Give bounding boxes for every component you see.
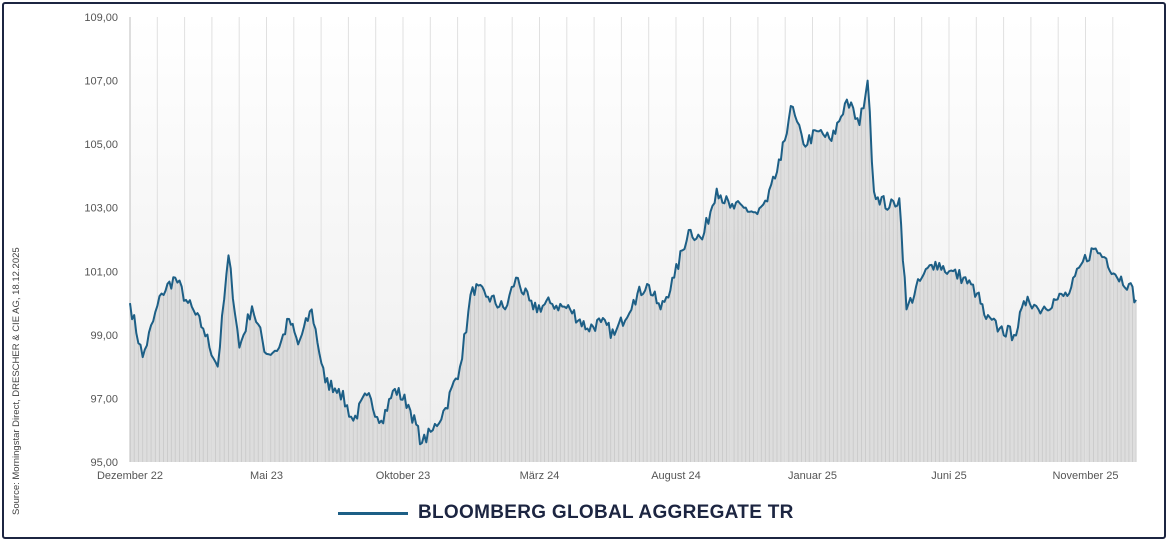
x-tick-label: Oktober 23 bbox=[376, 470, 430, 482]
y-tick-label: 109,00 bbox=[84, 12, 118, 24]
x-tick-label: Mai 23 bbox=[250, 470, 283, 482]
y-tick-label: 97,00 bbox=[90, 393, 118, 405]
legend-swatch bbox=[338, 511, 408, 515]
x-tick-label: Dezember 22 bbox=[97, 470, 163, 482]
y-tick-label: 103,00 bbox=[84, 203, 118, 215]
y-tick-label: 95,00 bbox=[90, 457, 118, 469]
y-tick-label: 107,00 bbox=[84, 76, 118, 88]
legend-label: BLOOMBERG GLOBAL AGGREGATE TR bbox=[418, 502, 794, 523]
x-tick-label: Juni 25 bbox=[931, 470, 966, 482]
area-fill-shape bbox=[130, 80, 1137, 462]
grid-lines bbox=[129, 17, 1114, 462]
area-fill bbox=[129, 80, 1137, 462]
x-tick-label: November 25 bbox=[1052, 470, 1118, 482]
series-line bbox=[129, 79, 1137, 446]
y-axis: 95,00 97,00 99,00 101,00 103,00 105,00 107,00 1… bbox=[84, 12, 118, 469]
y-tick-label: 101,00 bbox=[84, 266, 118, 278]
x-tick-label: Januar 25 bbox=[788, 470, 837, 482]
y-tick-label: 99,00 bbox=[90, 330, 118, 342]
source-note: Source: Morningstar Direct, DRESCHER & C… bbox=[11, 247, 22, 515]
legend: BLOOMBERG GLOBAL AGGREGATE TR bbox=[338, 500, 794, 526]
y-tick-label: 105,00 bbox=[84, 139, 118, 151]
x-tick-label: August 24 bbox=[651, 470, 701, 482]
series-line-path bbox=[129, 79, 1137, 446]
x-tick-label: März 24 bbox=[520, 470, 560, 482]
x-axis: Dezember 22 Mai 23 Oktober 23 März 24 August… bbox=[97, 470, 1119, 482]
